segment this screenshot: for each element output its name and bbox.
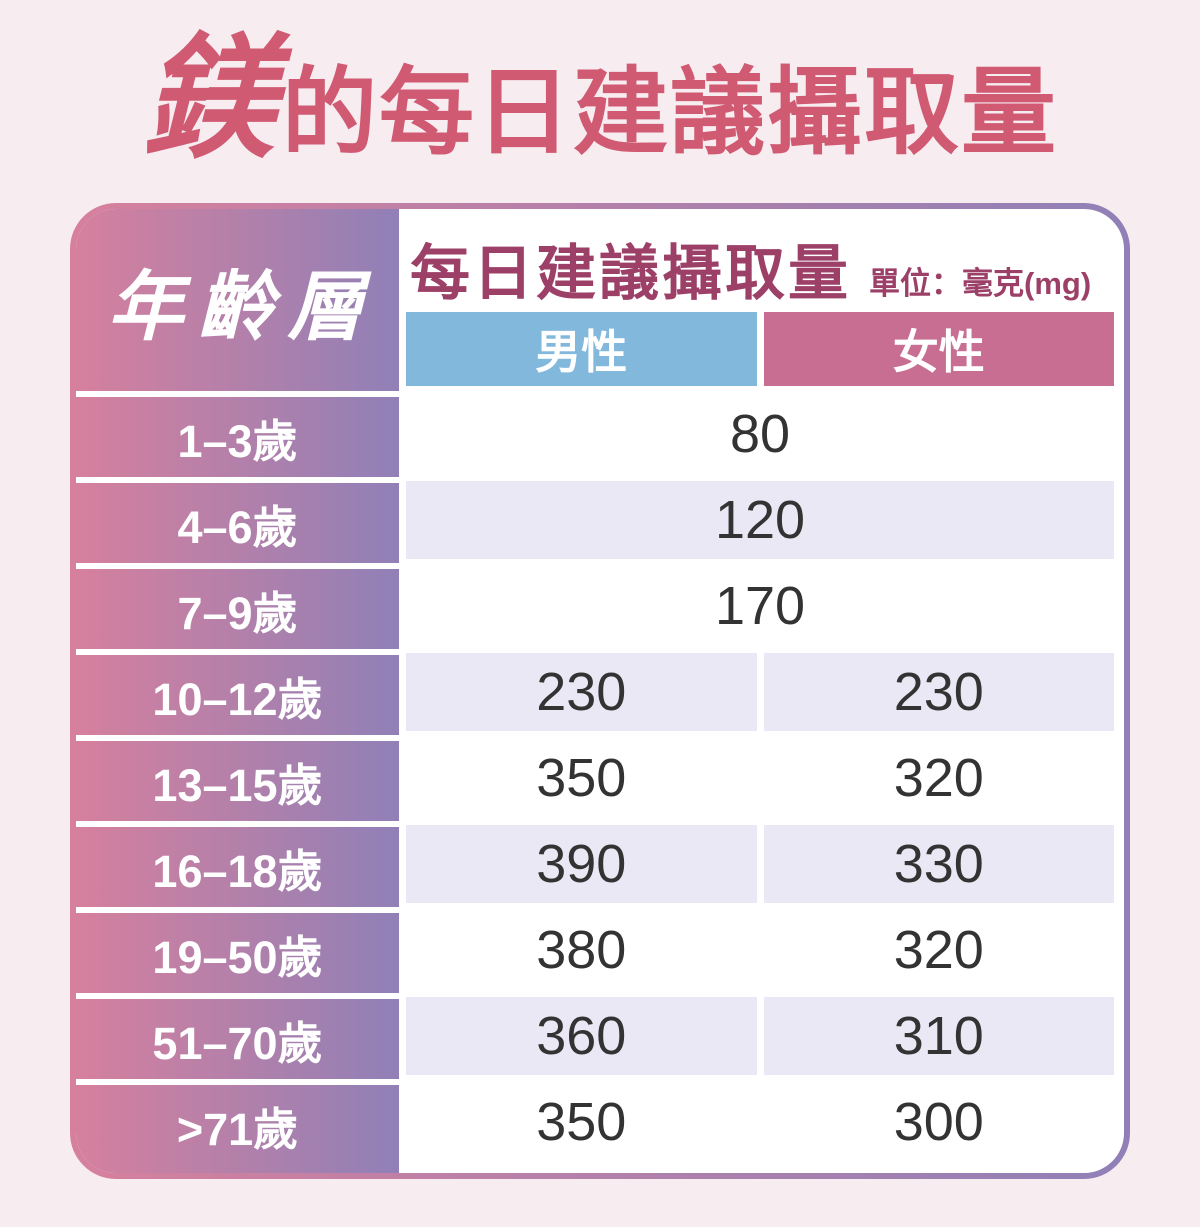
table-row: 380 320 [406, 907, 1114, 993]
value-merged: 80 [729, 404, 791, 464]
table-rows: 80 120 170 230 230 350 320 [406, 391, 1114, 1165]
intake-header-title: 每日建議攝取量 [410, 240, 851, 307]
gender-header-row: 男性 女性 [406, 312, 1114, 386]
value-male: 230 [406, 653, 757, 731]
value-female: 320 [893, 748, 984, 808]
table-row: 350 320 [406, 735, 1114, 821]
male-column-header: 男性 [406, 312, 757, 386]
table-row: 230 230 [406, 649, 1114, 735]
value-female: 310 [763, 997, 1114, 1075]
intake-table-card: 年齡層 1–3歲 4–6歲 7–9歲 10–12歲 13–15歲 16–18歲 … [70, 203, 1130, 1179]
value-female: 230 [763, 653, 1114, 731]
value-male: 360 [406, 997, 757, 1075]
intake-data-column: 每日建議攝取量 單位：毫克(mg) 男性 女性 80 120 [399, 209, 1124, 1173]
age-column-header: 年齡層 [107, 265, 378, 350]
age-label: 4–6歲 [76, 477, 399, 563]
age-label: 10–12歲 [76, 649, 399, 735]
table-row: 120 [406, 477, 1114, 563]
age-column: 年齡層 1–3歲 4–6歲 7–9歲 10–12歲 13–15歲 16–18歲 … [76, 209, 399, 1173]
page-title: 鎂的每日建議攝取量 [0, 30, 1200, 183]
value-female: 330 [763, 825, 1114, 903]
table-row: 390 330 [406, 821, 1114, 907]
infographic-page: 鎂的每日建議攝取量 年齡層 1–3歲 4–6歲 7–9歲 10–12歲 13–1… [0, 30, 1200, 1227]
table-row: 360 310 [406, 993, 1114, 1079]
age-label: >71歲 [76, 1079, 399, 1165]
intake-table: 年齡層 1–3歲 4–6歲 7–9歲 10–12歲 13–15歲 16–18歲 … [76, 209, 1124, 1173]
age-label: 1–3歲 [76, 391, 399, 477]
age-label: 7–9歲 [76, 563, 399, 649]
age-label: 19–50歲 [76, 907, 399, 993]
female-column-header: 女性 [763, 312, 1114, 386]
age-label: 13–15歲 [76, 735, 399, 821]
value-female: 320 [893, 920, 984, 980]
unit-label: 單位：毫克(mg) [869, 266, 1092, 301]
value-merged: 120 [406, 481, 1114, 559]
value-female: 300 [893, 1092, 984, 1152]
value-male: 350 [536, 748, 627, 808]
age-label: 51–70歲 [76, 993, 399, 1079]
table-row: 350 300 [406, 1079, 1114, 1165]
value-male: 390 [406, 825, 757, 903]
value-male: 380 [536, 920, 627, 980]
intake-header-block: 每日建議攝取量 單位：毫克(mg) 男性 女性 [406, 209, 1114, 391]
intake-header-line: 每日建議攝取量 單位：毫克(mg) [406, 225, 1114, 312]
value-merged: 170 [714, 576, 806, 636]
table-row: 170 [406, 563, 1114, 649]
value-male: 350 [536, 1092, 627, 1152]
table-row: 80 [406, 391, 1114, 477]
title-emphasis: 鎂 [141, 25, 276, 174]
age-label: 16–18歲 [76, 821, 399, 907]
title-rest: 的每日建議攝取量 [282, 60, 1059, 166]
